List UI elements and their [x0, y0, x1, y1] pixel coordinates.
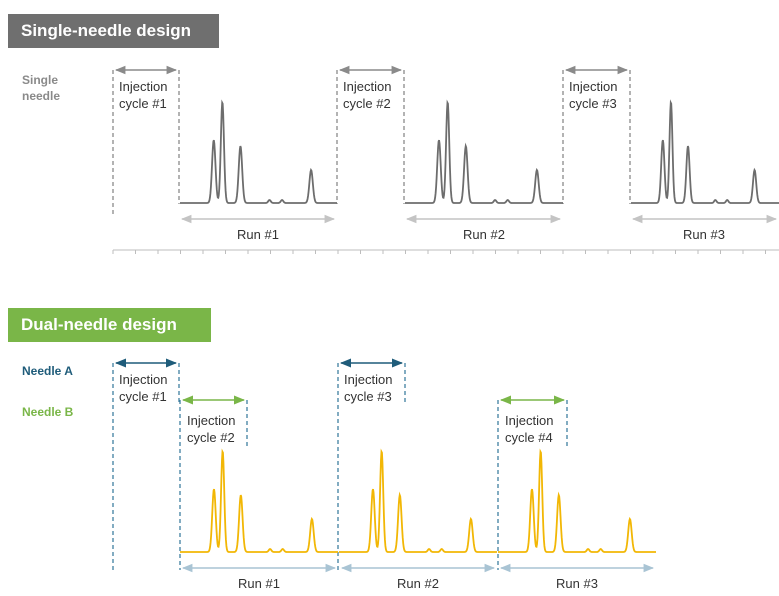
- run-label: Run #1: [238, 576, 280, 591]
- injection-cycle-number: cycle #3: [569, 96, 617, 111]
- run-label: Run #3: [683, 227, 725, 242]
- injection-cycle-label: Injection: [187, 413, 235, 428]
- run-label: Run #2: [463, 227, 505, 242]
- injection-cycle-label: Injection: [119, 372, 167, 387]
- dual-needle-section: Injection cycle #1 Injection cycle #2 In…: [112, 358, 656, 591]
- dual-chromatogram-2: [339, 448, 497, 553]
- injection-cycle-label: Injection: [505, 413, 553, 428]
- single-injection-cycle-3: Injection cycle #3: [562, 65, 631, 204]
- needle-a-injection-cycle-1: Injection cycle #1: [112, 358, 180, 570]
- injection-cycle-label: Injection: [343, 79, 391, 94]
- injection-cycle-number: cycle #1: [119, 389, 167, 404]
- dual-chromatogram-1: [180, 448, 338, 553]
- needle-b-injection-cycle-2: Injection cycle #2: [179, 395, 248, 570]
- injection-cycle-label: Injection: [569, 79, 617, 94]
- single-chromatogram-1: [180, 99, 337, 204]
- single-injection-cycle-2: Injection cycle #2: [336, 65, 405, 204]
- needle-a-injection-cycle-3: Injection cycle #3: [337, 358, 406, 570]
- single-needle-section: Injection cycle #1 Injection cycle #2 In…: [112, 65, 779, 254]
- single-needle-row-label: Single needle: [22, 73, 61, 103]
- injection-cycle-number: cycle #3: [344, 389, 392, 404]
- injection-cycle-number: cycle #1: [119, 96, 167, 111]
- dual-needle-banner: Dual-needle design: [8, 308, 211, 342]
- injection-cycle-number: cycle #2: [187, 430, 235, 445]
- single-needle-banner: Single-needle design: [8, 14, 219, 48]
- needle-b-injection-cycle-4: Injection cycle #4: [497, 395, 568, 570]
- needle-a-label: Needle A: [22, 364, 73, 378]
- dual-chromatogram-3: [498, 448, 656, 553]
- single-chromatogram-3: [631, 99, 779, 204]
- single-axis-ticks: [112, 250, 766, 254]
- single-chromatogram-2: [405, 99, 563, 204]
- injection-cycle-number: cycle #4: [505, 430, 553, 445]
- injection-cycle-number: cycle #2: [343, 96, 391, 111]
- run-label: Run #1: [237, 227, 279, 242]
- injection-cycle-label: Injection: [119, 79, 167, 94]
- needle-b-label: Needle B: [22, 405, 74, 419]
- single-injection-cycle-1: Injection cycle #1: [112, 65, 180, 217]
- injection-cycle-label: Injection: [344, 372, 392, 387]
- run-label: Run #2: [397, 576, 439, 591]
- run-label: Run #3: [556, 576, 598, 591]
